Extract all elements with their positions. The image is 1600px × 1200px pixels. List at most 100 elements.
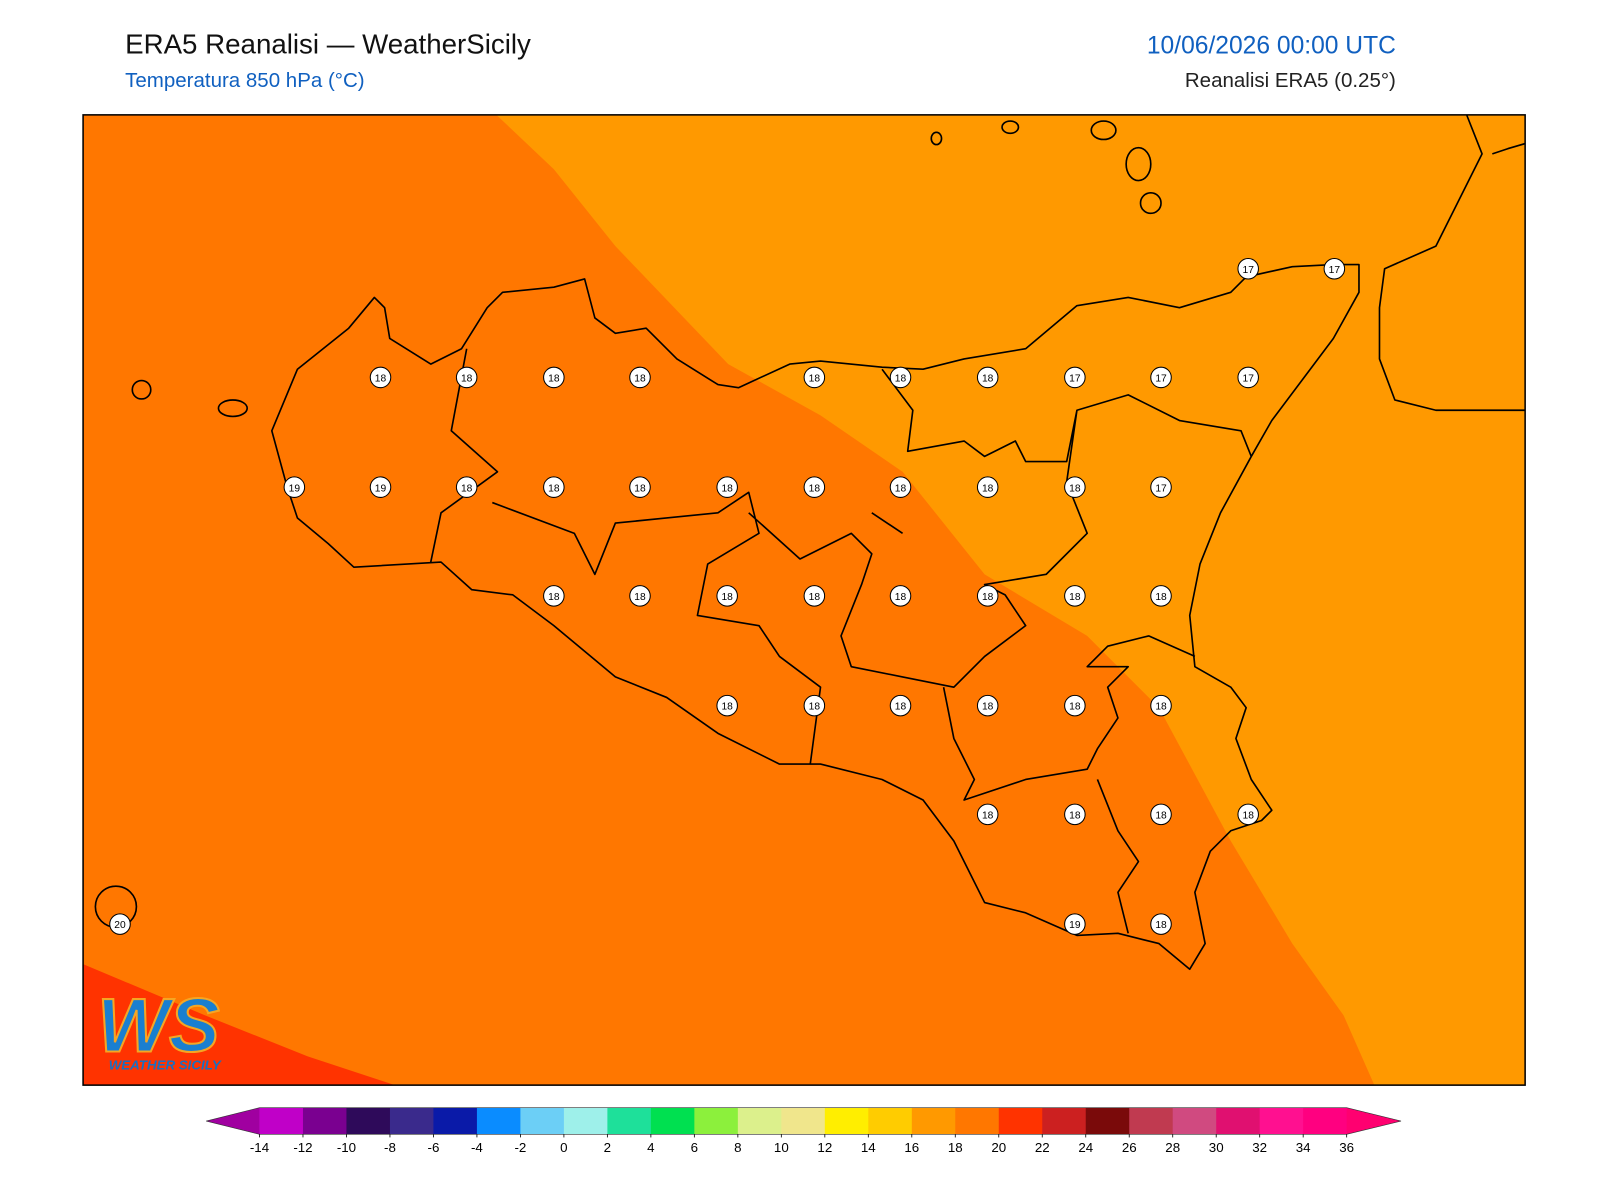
station-value: 18 bbox=[982, 374, 994, 385]
colorbar-tick-label: 4 bbox=[647, 1140, 655, 1155]
calabria-coast bbox=[1378, 114, 1526, 412]
colorbar-tick-label: 20 bbox=[991, 1140, 1006, 1155]
station-marker bbox=[455, 366, 478, 389]
station-value: 18 bbox=[1069, 592, 1081, 603]
colorbar-tick-label: 14 bbox=[861, 1140, 876, 1155]
station-value: 17 bbox=[1329, 265, 1341, 276]
station-value: 18 bbox=[1069, 810, 1081, 821]
station-marker bbox=[1150, 366, 1172, 389]
station-marker bbox=[629, 476, 651, 498]
station-marker bbox=[976, 694, 999, 717]
colorbar-bin bbox=[1216, 1107, 1261, 1135]
sicily-coast bbox=[270, 263, 1360, 971]
colorbar-bin bbox=[824, 1107, 869, 1135]
station-value: 18 bbox=[634, 374, 646, 385]
colorbar-tick-label: 32 bbox=[1252, 1140, 1267, 1155]
datetime: 10/06/2026 00:00 UTC bbox=[1147, 32, 1396, 59]
colorbar-bin bbox=[911, 1107, 956, 1135]
colorbar-extend-high bbox=[1346, 1107, 1402, 1135]
station-value: 18 bbox=[1069, 483, 1081, 494]
colorbar-tick-label: -10 bbox=[337, 1140, 356, 1155]
colorbar-bin bbox=[607, 1107, 652, 1135]
colorbar-bin bbox=[781, 1107, 826, 1135]
colorbar-tick-label: 22 bbox=[1035, 1140, 1050, 1155]
colorbar-tick-label: 12 bbox=[817, 1140, 832, 1155]
station-value: 18 bbox=[721, 592, 733, 603]
logo-name: WEATHER SICILY bbox=[109, 1058, 222, 1073]
colorbar-bin bbox=[563, 1107, 608, 1135]
colorbar-tick-label: -14 bbox=[250, 1140, 270, 1155]
colorbar-tick-label: 18 bbox=[948, 1140, 963, 1155]
colorbar-tick-label: -4 bbox=[471, 1140, 483, 1155]
station-marker bbox=[1237, 366, 1259, 389]
colorbar-bin bbox=[998, 1107, 1043, 1135]
station-value: 18 bbox=[809, 702, 821, 713]
colorbar-bin bbox=[1129, 1107, 1174, 1135]
field-16-18 bbox=[496, 114, 1526, 1086]
station-marker bbox=[1150, 476, 1172, 498]
colorbar-tick-label: 28 bbox=[1165, 1140, 1180, 1155]
station-marker bbox=[1150, 694, 1172, 717]
colorbar-tick-label: 0 bbox=[560, 1140, 567, 1155]
colorbar-bin bbox=[694, 1107, 739, 1135]
colorbar-bin bbox=[1303, 1107, 1348, 1135]
station-value: 18 bbox=[1155, 810, 1167, 821]
station-marker bbox=[889, 366, 912, 389]
station-value: 17 bbox=[1069, 374, 1081, 385]
station-value: 18 bbox=[895, 702, 907, 713]
colorbar-bin bbox=[259, 1107, 304, 1135]
station-marker bbox=[369, 366, 392, 389]
colorbar-tick-label: 8 bbox=[734, 1140, 741, 1155]
station-marker bbox=[716, 585, 738, 607]
colorbar-bin bbox=[346, 1107, 391, 1135]
station-value: 18 bbox=[895, 374, 907, 385]
colorbar-bin bbox=[868, 1107, 913, 1135]
station-marker bbox=[976, 803, 999, 826]
station-marker bbox=[889, 476, 912, 498]
colorbar-bin bbox=[389, 1107, 434, 1135]
station-marker bbox=[543, 585, 565, 607]
source: Reanalisi ERA5 (0.25°) bbox=[1185, 69, 1396, 92]
colorbar-tick-label: 2 bbox=[604, 1140, 611, 1155]
colorbar-extend-low bbox=[206, 1107, 260, 1135]
colorbar-tick-label: 16 bbox=[904, 1140, 919, 1155]
station-value: 18 bbox=[1155, 592, 1167, 603]
station-value: 18 bbox=[809, 483, 821, 494]
station-value: 18 bbox=[461, 483, 473, 494]
station-marker bbox=[455, 476, 478, 498]
colorbar-bin bbox=[650, 1107, 695, 1135]
station-marker bbox=[1237, 803, 1259, 826]
colorbar-tick-label: -2 bbox=[514, 1140, 526, 1155]
station-value: 18 bbox=[982, 702, 994, 713]
station-marker bbox=[889, 694, 912, 717]
station-value: 19 bbox=[375, 483, 387, 494]
station-value: 19 bbox=[1069, 920, 1081, 931]
station-value: 18 bbox=[982, 592, 994, 603]
station-marker bbox=[1064, 366, 1086, 389]
map bbox=[83, 114, 1526, 1086]
map-frame bbox=[82, 114, 1526, 1086]
station-value: 18 bbox=[1243, 810, 1255, 821]
colorbar-bin bbox=[1085, 1107, 1130, 1135]
colorbar-bin bbox=[1259, 1107, 1304, 1135]
station-value: 18 bbox=[375, 374, 387, 385]
colorbar-tick-label: -8 bbox=[384, 1140, 396, 1155]
station-marker bbox=[1064, 476, 1086, 498]
station-value: 19 bbox=[289, 483, 301, 494]
station-marker bbox=[803, 476, 826, 498]
station-marker bbox=[976, 476, 999, 498]
province-borders bbox=[429, 348, 1253, 934]
colorbar-bin bbox=[476, 1107, 521, 1135]
station-value: 18 bbox=[634, 483, 646, 494]
colorbar-bin bbox=[737, 1107, 782, 1135]
colorbar-tick-label: 36 bbox=[1339, 1140, 1354, 1155]
station-marker bbox=[716, 476, 738, 498]
colorbar-tick-label: 24 bbox=[1078, 1140, 1093, 1155]
station-marker bbox=[1064, 585, 1086, 607]
station-marker bbox=[283, 476, 306, 498]
station-value: 18 bbox=[548, 374, 560, 385]
colorbar: -14 -12 -10 -8 -6 -4 -2 0 2 4 6 8 10 12 14 16 18 20 22 24 26… bbox=[206, 1107, 1402, 1155]
station-marker bbox=[1323, 257, 1346, 280]
station-value: 18 bbox=[461, 374, 473, 385]
